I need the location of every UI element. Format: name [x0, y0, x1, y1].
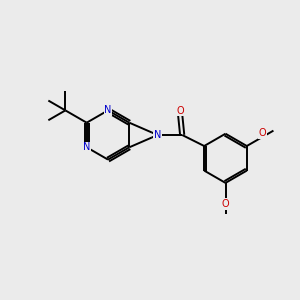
Text: N: N: [154, 130, 161, 140]
Text: N: N: [104, 105, 112, 116]
Text: O: O: [259, 128, 266, 139]
Text: O: O: [176, 106, 184, 116]
Text: O: O: [222, 199, 229, 209]
Text: N: N: [83, 142, 90, 152]
